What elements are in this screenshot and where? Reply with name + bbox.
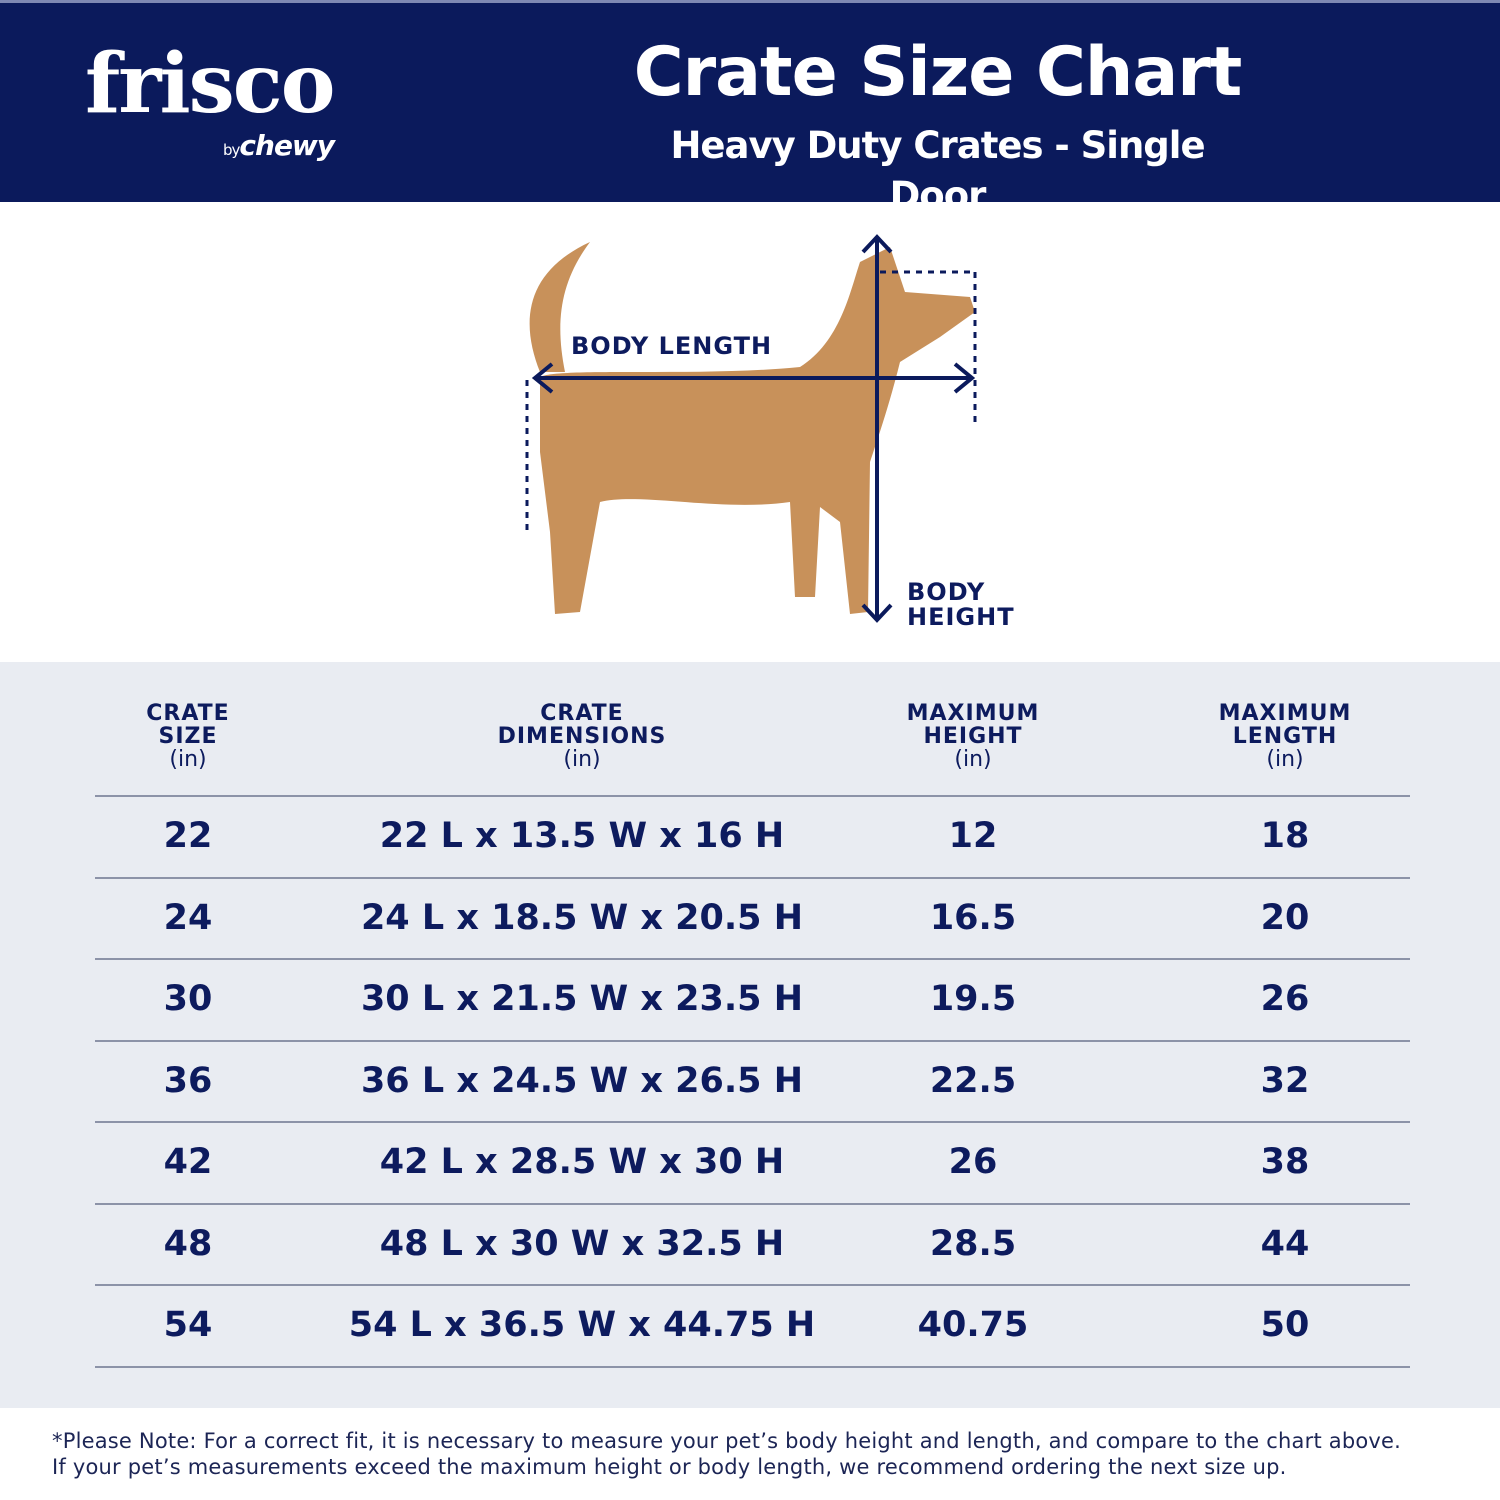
dog-illustration: [525, 234, 977, 623]
cell-crate-size: 30: [163, 979, 213, 1019]
crate-size-table: CRATE SIZE (in) CRATE DIMENSIONS (in) MAXIMU…: [0, 662, 1500, 1408]
header-line: MAXIMUM: [1218, 701, 1352, 726]
cell-crate-dimensions: 24 L x 18.5 W x 20.5 H: [360, 897, 804, 938]
logo-by: by: [223, 141, 240, 159]
body-length-label: BODY LENGTH: [571, 332, 773, 360]
dog-measurement-diagram: BODY LENGTH BODY HEIGHT: [0, 202, 1500, 662]
cell-crate-dimensions: 48 L x 30 W x 32.5 H: [379, 1223, 785, 1264]
header-unit: (in): [1266, 747, 1304, 772]
divider: [95, 1202, 1410, 1205]
cell-maximum-height: 26: [948, 1142, 998, 1182]
divider: [95, 1284, 1410, 1286]
cell-maximum-length: 26: [1260, 979, 1310, 1019]
divider: [95, 958, 1410, 960]
header-crate-size: CRATE SIZE (in): [58, 702, 318, 771]
cell-maximum-height: 28.5: [929, 1223, 1017, 1264]
page-title: Crate Size Chart: [633, 33, 1243, 112]
cell-crate-size: 54: [163, 1305, 213, 1345]
header-unit: (in): [169, 747, 207, 772]
cell-maximum-length: 44: [1260, 1223, 1310, 1264]
cell-crate-dimensions: 22 L x 13.5 W x 16 H: [379, 816, 785, 856]
body-height-label-line1: BODY: [907, 578, 986, 606]
page-subtitle: Heavy Duty Crates - Single Door: [670, 124, 1205, 217]
divider: [95, 1039, 1410, 1042]
note-line-2: If your pet’s measurements exceed the ma…: [52, 1455, 1287, 1479]
cell-maximum-length: 18: [1260, 816, 1310, 856]
cell-maximum-height: 12: [948, 816, 998, 856]
cell-maximum-length: 20: [1260, 897, 1310, 938]
body-height-label-line2: HEIGHT: [907, 603, 1015, 631]
divider: [95, 876, 1410, 879]
cell-crate-size: 22: [163, 816, 213, 856]
header-maximum-length: MAXIMUM LENGTH (in): [1155, 702, 1415, 771]
table-row: 54 54 L x 36.5 W x 44.75 H 40.75 50: [0, 1285, 1500, 1366]
cell-maximum-height: 16.5: [929, 897, 1017, 938]
table-row: 24 24 L x 18.5 W x 20.5 H 16.5 20: [0, 878, 1500, 959]
cell-crate-dimensions: 54 L x 36.5 W x 44.75 H: [348, 1305, 816, 1345]
logo-by-chewy: bychewy: [223, 129, 335, 162]
table-row: 48 48 L x 30 W x 32.5 H 28.5 44: [0, 1204, 1500, 1285]
header-line: CRATE: [146, 701, 230, 726]
measurement-arrows: [525, 234, 977, 623]
table-row: 22 22 L x 13.5 W x 16 H 12 18: [0, 796, 1500, 877]
cell-crate-size: 48: [163, 1223, 213, 1264]
divider: [95, 795, 1410, 797]
cell-crate-size: 42: [163, 1142, 213, 1182]
fit-note: *Please Note: For a correct fit, it is n…: [52, 1428, 1401, 1480]
logo-brand: frisco: [85, 36, 335, 132]
header-unit: (in): [954, 747, 992, 772]
logo-chewy: chewy: [239, 129, 335, 162]
cell-maximum-length: 38: [1260, 1142, 1310, 1182]
header-crate-dimensions: CRATE DIMENSIONS (in): [452, 702, 712, 771]
table-row: 30 30 L x 21.5 W x 23.5 H 19.5 26: [0, 959, 1500, 1040]
header-maximum-height: MAXIMUM HEIGHT (in): [843, 702, 1103, 771]
header-banner: frisco bychewy Crate Size Chart Heavy Du…: [0, 0, 1500, 217]
cell-crate-dimensions: 30 L x 21.5 W x 23.5 H: [360, 979, 804, 1019]
header-unit: (in): [563, 747, 601, 772]
cell-crate-size: 36: [163, 1060, 213, 1101]
cell-maximum-height: 22.5: [929, 1060, 1017, 1101]
table-row: 36 36 L x 24.5 W x 26.5 H 22.5 32: [0, 1041, 1500, 1122]
header-line: SIZE: [158, 724, 218, 749]
divider: [95, 1121, 1410, 1123]
table-row: 42 42 L x 28.5 W x 30 H 26 38: [0, 1122, 1500, 1203]
header-line: CRATE: [540, 701, 624, 726]
cell-maximum-length: 50: [1260, 1305, 1310, 1345]
frisco-logo: frisco bychewy: [85, 36, 335, 162]
cell-maximum-length: 32: [1260, 1060, 1310, 1101]
cell-maximum-height: 40.75: [917, 1305, 1029, 1345]
header-line: MAXIMUM: [906, 701, 1040, 726]
divider: [95, 1365, 1410, 1368]
cell-crate-size: 24: [163, 897, 213, 938]
header-line: LENGTH: [1232, 724, 1338, 749]
dog-silhouette: [529, 242, 975, 614]
header-line: DIMENSIONS: [497, 724, 667, 749]
cell-crate-dimensions: 36 L x 24.5 W x 26.5 H: [360, 1060, 804, 1101]
note-line-1: *Please Note: For a correct fit, it is n…: [52, 1429, 1402, 1453]
header-line: HEIGHT: [923, 724, 1023, 749]
body-height-label: BODY HEIGHT: [907, 580, 1015, 630]
cell-maximum-height: 19.5: [929, 979, 1017, 1019]
cell-crate-dimensions: 42 L x 28.5 W x 30 H: [379, 1142, 785, 1182]
